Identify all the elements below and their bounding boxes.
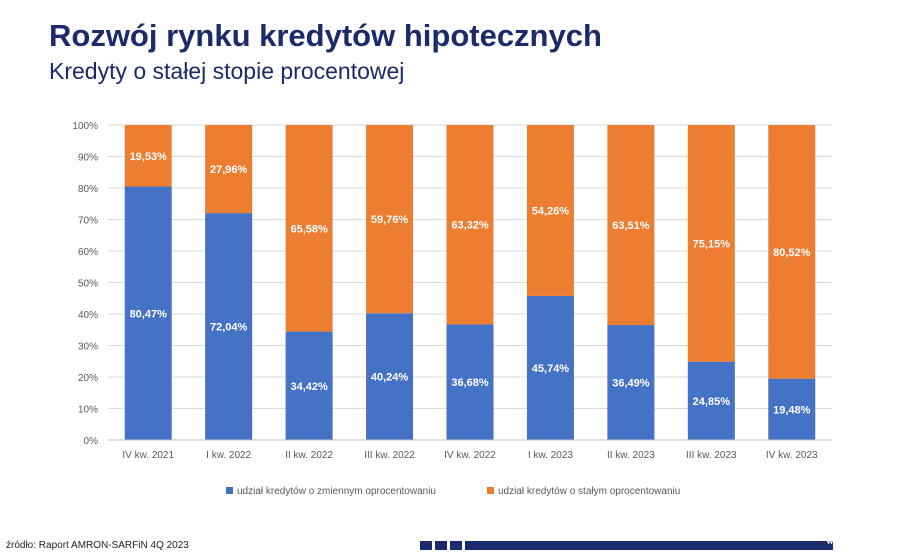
data-label: 36,49% (612, 378, 650, 390)
y-tick-label: 60% (78, 247, 98, 258)
data-label: 72,04% (210, 322, 248, 334)
legend-label: udział kredytów o zmiennym oprocentowani… (237, 486, 436, 497)
footer-site-link[interactable]: www.zbp.pl (826, 535, 882, 547)
bars (124, 125, 816, 440)
y-tick-label: 50% (78, 279, 98, 290)
bar-variable-rate (768, 378, 816, 440)
data-labels: 80,47% 19,53% 72,04% 27,96% 34,42% 65,58% 40,2… (130, 151, 811, 417)
legend-label: udział kredytów o stałym oprocentowaniu (498, 486, 680, 497)
data-label: 63,51% (612, 220, 650, 232)
bar-fixed-rate (526, 125, 574, 296)
y-tick-label: 0% (84, 436, 99, 447)
y-tick-label: 40% (78, 310, 98, 321)
data-label: 34,42% (290, 381, 328, 393)
stacked-bar-chart: 80,47% 19,53% 72,04% 27,96% 34,42% 65,58% 40,2… (72, 121, 832, 497)
y-tick-label: 100% (72, 121, 98, 132)
legend-swatch (487, 487, 494, 494)
page-title: Rozwój rynku kredytów hipotecznych (49, 18, 602, 53)
bar-variable-rate (446, 324, 494, 440)
footer-block (465, 541, 833, 550)
bar-fixed-rate (124, 125, 172, 187)
data-label: 24,85% (693, 396, 731, 408)
x-tick-label: IV kw. 2021 (122, 450, 174, 461)
footer-block (435, 541, 447, 550)
bar-fixed-rate (366, 125, 414, 314)
bar-fixed-rate (205, 125, 253, 214)
x-tick-label: IV kw. 2022 (444, 450, 496, 461)
data-label: 45,74% (532, 363, 570, 375)
data-label: 19,53% (130, 151, 168, 163)
x-tick-label: II kw. 2023 (607, 450, 655, 461)
y-tick-label: 10% (78, 405, 98, 416)
legend: udział kredytów o zmiennym oprocentowani… (226, 486, 680, 497)
data-label: 19,48% (773, 404, 811, 416)
x-tick-label: IV kw. 2023 (766, 450, 818, 461)
y-tick-label: 20% (78, 373, 98, 384)
x-tick-label: III kw. 2022 (364, 450, 415, 461)
bar-variable-rate (285, 331, 333, 440)
bar-variable-rate (124, 186, 172, 440)
bar-variable-rate (526, 295, 574, 440)
footer-block (420, 541, 432, 550)
x-tick-label: I kw. 2023 (528, 450, 573, 461)
bar-variable-rate (205, 213, 253, 440)
y-tick-label: 90% (78, 153, 98, 164)
data-label: 80,47% (130, 308, 168, 320)
source-note: źródło: Raport AMRON-SARFiN 4Q 2023 (6, 540, 189, 551)
bar-fixed-rate (687, 125, 735, 362)
bar-variable-rate (366, 313, 414, 440)
data-label: 27,96% (210, 164, 248, 176)
data-label: 40,24% (371, 372, 409, 384)
bar-fixed-rate (768, 125, 816, 379)
y-tick-label: 80% (78, 184, 98, 195)
page-subtitle: Kredyty o stałej stopie procentowej (49, 58, 405, 84)
bar-variable-rate (607, 325, 655, 440)
data-label: 75,15% (693, 238, 731, 250)
x-tick-label: II kw. 2022 (285, 450, 333, 461)
bar-variable-rate (687, 361, 735, 440)
axes: 0% 10% 20% 30% 40% 50% 60% 70% 80% 90% 100% IV kw. … (72, 121, 832, 461)
x-tick-label: III kw. 2023 (686, 450, 737, 461)
legend-swatch (226, 487, 233, 494)
bar-fixed-rate (285, 125, 333, 332)
data-label: 54,26% (532, 205, 570, 217)
bar-fixed-rate (607, 125, 655, 326)
data-label: 63,32% (451, 220, 489, 232)
data-label: 59,76% (371, 214, 409, 226)
y-tick-label: 70% (78, 216, 98, 227)
x-tick-label: I kw. 2022 (206, 450, 251, 461)
bar-fixed-rate (446, 125, 494, 325)
y-tick-label: 30% (78, 342, 98, 353)
data-label: 36,68% (451, 377, 489, 389)
footer-block (450, 541, 462, 550)
data-label: 65,58% (290, 223, 328, 235)
data-label: 80,52% (773, 247, 811, 259)
